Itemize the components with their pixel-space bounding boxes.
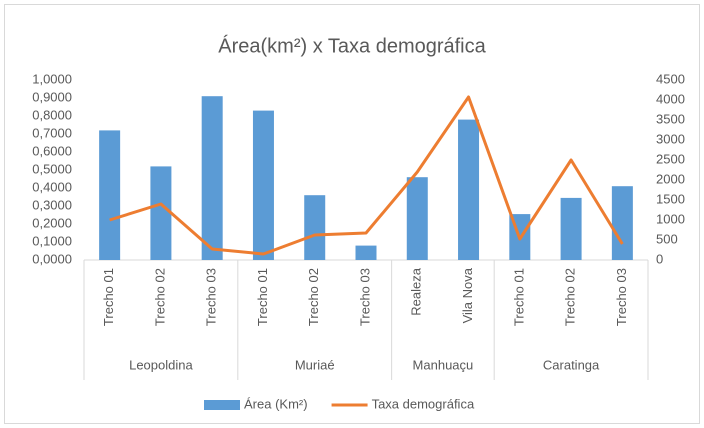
bar [99, 130, 121, 260]
x-tick-label: Trecho 02 [306, 268, 321, 326]
chart-title: Área(km²) x Taxa demográfica [218, 34, 486, 57]
x-tick-label: Trecho 01 [255, 268, 270, 326]
bar [355, 245, 377, 260]
x-tick-label: Trecho 03 [204, 268, 219, 326]
bar [611, 186, 633, 260]
chart-frame [4, 4, 700, 424]
y2-tick-label: 2000 [656, 171, 685, 186]
line [109, 95, 624, 256]
bar [252, 110, 274, 260]
x-tick-label: Trecho 01 [101, 268, 116, 326]
y2-tick-label: 4500 [656, 71, 685, 86]
bar [304, 195, 326, 260]
y2-tick-label: 3000 [656, 131, 685, 146]
x-group-label: Manhuaçu [413, 357, 474, 372]
x-tick-label: Vila Nova [460, 267, 475, 323]
y2-tick-label: 0 [656, 251, 663, 266]
legend-label: Taxa demográfica [372, 396, 475, 411]
y2-tick-label: 1500 [656, 191, 685, 206]
legend-swatch [204, 400, 240, 410]
legend-label: Área (Km²) [244, 396, 308, 411]
bar [201, 96, 223, 260]
x-tick-label: Trecho 03 [614, 268, 629, 326]
bar [406, 177, 428, 260]
y-tick-label: 0,6000 [32, 143, 72, 158]
y2-tick-label: 1000 [656, 211, 685, 226]
y-tick-label: 1,0000 [32, 71, 72, 86]
x-tick-label: Trecho 01 [511, 268, 526, 326]
y-tick-label: 0,3000 [32, 197, 72, 212]
y2-tick-label: 2500 [656, 151, 685, 166]
x-tick-label: Trecho 02 [152, 268, 167, 326]
y-tick-label: 0,0000 [32, 251, 72, 266]
y2-tick-label: 500 [656, 231, 678, 246]
y-tick-label: 0,9000 [32, 89, 72, 104]
bar [150, 166, 172, 260]
bar [458, 119, 480, 260]
y-tick-label: 0,2000 [32, 215, 72, 230]
x-group-label: Leopoldina [129, 357, 193, 372]
x-tick-label: Trecho 02 [563, 268, 578, 326]
y2-tick-label: 3500 [656, 111, 685, 126]
x-tick-label: Trecho 03 [357, 268, 372, 326]
y-tick-label: 0,4000 [32, 179, 72, 194]
y-tick-label: 0,7000 [32, 125, 72, 140]
bar [560, 197, 582, 260]
y-tick-label: 0,1000 [32, 233, 72, 248]
y-tick-label: 0,8000 [32, 107, 72, 122]
y-tick-label: 0,5000 [32, 161, 72, 176]
x-group-label: Muriaé [295, 357, 335, 372]
x-tick-label: Realeza [409, 267, 424, 315]
x-group-label: Caratinga [543, 357, 600, 372]
y2-tick-label: 4000 [656, 91, 685, 106]
